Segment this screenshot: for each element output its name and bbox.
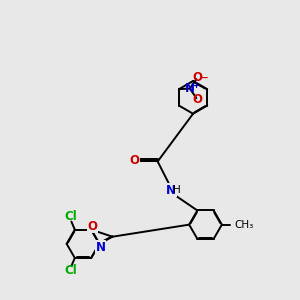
Text: N: N [166,184,176,197]
Text: −: − [200,73,208,83]
Text: N: N [96,241,106,254]
Text: O: O [88,220,98,233]
Text: Cl: Cl [64,264,77,278]
Text: O: O [193,71,203,84]
Text: N: N [185,82,195,95]
Text: O: O [129,154,140,167]
Text: H: H [173,185,181,195]
Text: O: O [193,93,203,106]
Text: +: + [193,81,200,90]
Text: CH₃: CH₃ [235,220,254,230]
Text: Cl: Cl [64,210,77,223]
